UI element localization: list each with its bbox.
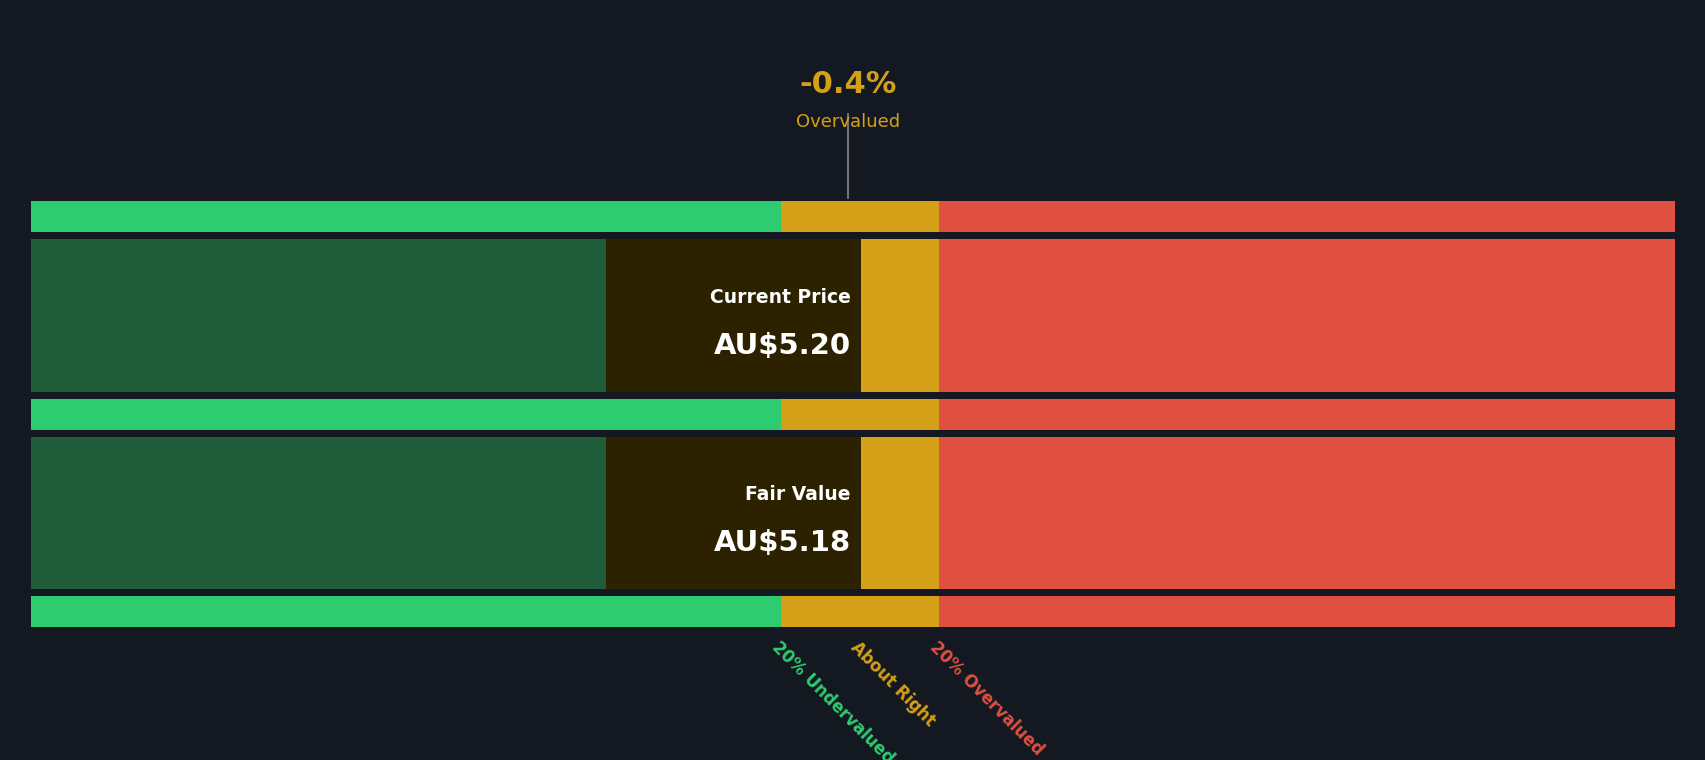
Bar — [781, 239, 938, 391]
Text: Current Price: Current Price — [709, 288, 851, 307]
Bar — [31, 201, 781, 233]
Bar — [781, 596, 938, 627]
Bar — [781, 399, 938, 429]
Bar — [938, 596, 1674, 627]
Bar — [781, 437, 938, 589]
Bar — [938, 437, 1674, 589]
Bar — [938, 239, 1674, 391]
Bar — [31, 596, 781, 627]
Bar — [31, 399, 781, 429]
Bar — [605, 239, 861, 391]
Text: Overvalued: Overvalued — [796, 112, 900, 131]
Text: -0.4%: -0.4% — [800, 70, 897, 99]
Text: Fair Value: Fair Value — [745, 485, 851, 504]
Text: AU$5.20: AU$5.20 — [713, 332, 851, 360]
Bar — [31, 239, 781, 391]
Text: 20% Overvalued: 20% Overvalued — [926, 638, 1045, 759]
Text: 20% Undervalued: 20% Undervalued — [767, 638, 897, 760]
Bar — [938, 201, 1674, 233]
Bar — [31, 437, 781, 589]
Bar — [605, 437, 861, 589]
Bar — [781, 201, 938, 233]
Bar — [938, 399, 1674, 429]
Text: AU$5.18: AU$5.18 — [713, 529, 851, 557]
Text: About Right: About Right — [846, 638, 938, 730]
